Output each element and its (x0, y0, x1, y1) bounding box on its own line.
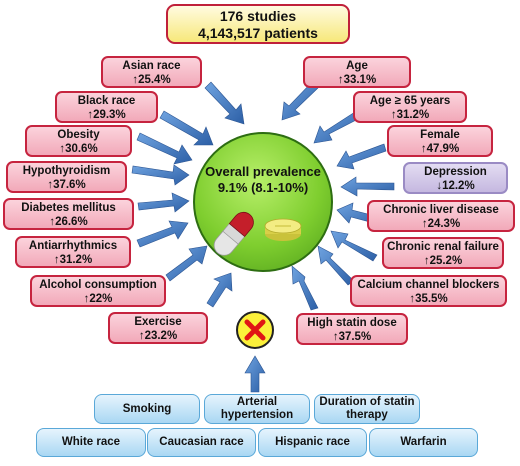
factor-value: ↓12.2% (436, 180, 475, 192)
no-effect-duration-statin-therapy: Duration of statin therapy (314, 394, 420, 424)
no-effect-label: Duration of statin therapy (319, 396, 415, 421)
factor-exercise: Exercise ↑23.2% (108, 312, 208, 344)
prevalence-value: 9.1% (8.1-10%) (217, 180, 309, 195)
no-effect-label: Caucasian race (159, 436, 244, 448)
arrow-age (281, 81, 319, 121)
no-effect-label: Arterial hypertension (220, 396, 294, 421)
factor-alcohol-consumption: Alcohol consumption ↑22% (30, 275, 166, 307)
factor-age: Age ↑33.1% (303, 56, 411, 88)
factor-name: High statin dose (307, 317, 397, 329)
arrow-obesity (136, 132, 193, 165)
factor-chronic-renal-failure: Chronic renal failure ↑25.2% (382, 237, 504, 269)
factor-name: Depression (424, 166, 487, 178)
factor-value: ↑31.2% (53, 254, 93, 266)
factor-value: ↑26.6% (49, 216, 88, 228)
no-effect-label: Warfarin (400, 436, 447, 448)
factor-antiarrhythmics: Antiarrhythmics ↑31.2% (15, 236, 131, 268)
no-effect-warfarin: Warfarin (369, 428, 478, 457)
factor-name: Female (420, 129, 460, 141)
factor-high-statin-dose: High statin dose ↑37.5% (296, 313, 408, 345)
factor-value: ↑37.6% (47, 179, 86, 191)
factor-value: ↑37.5% (332, 331, 372, 343)
no-effect-hispanic-race: Hispanic race (258, 428, 367, 457)
no-effect-arterial-hypertension: Arterial hypertension (204, 394, 310, 424)
arrow-depression (340, 176, 395, 197)
factor-value: ↑47.9% (420, 143, 460, 155)
factor-value: ↑31.2% (390, 109, 430, 121)
factor-name: Exercise (134, 316, 182, 328)
arrow-asian (204, 81, 245, 125)
capsule-and-tablet-icon (213, 211, 302, 256)
factor-value: ↑25.4% (132, 74, 171, 86)
overall-prevalence-circle: Overall prevalence 9.1% (8.1-10%) (193, 132, 333, 272)
factor-value: ↑23.2% (138, 330, 178, 342)
factor-black-race: Black race ↑29.3% (55, 91, 158, 123)
prevalence-title: Overall prevalence (205, 164, 321, 179)
study-summary-box: 176 studies 4,143,517 patients (166, 4, 350, 44)
factor-asian-race: Asian race ↑25.4% (101, 56, 202, 88)
factor-name: Hypothyroidism (22, 165, 111, 177)
factor-name: Calcium channel blockers (357, 279, 500, 291)
factor-value: ↑22% (83, 293, 113, 305)
arrow-diabetes (137, 192, 190, 213)
factor-value: ↑25.2% (423, 255, 463, 267)
factor-name: Alcohol consumption (39, 279, 157, 291)
factor-value: ↑24.3% (421, 218, 461, 230)
factor-name: Asian race (122, 60, 181, 72)
no-effect-label: Hispanic race (275, 436, 350, 448)
factor-name: Diabetes mellitus (21, 202, 116, 214)
factor-diabetes-mellitus: Diabetes mellitus ↑26.6% (3, 198, 134, 230)
factor-value: ↑33.1% (337, 74, 377, 86)
factor-hypothyroidism: Hypothyroidism ↑37.6% (6, 161, 127, 193)
studies-count: 176 studies (219, 8, 297, 24)
factor-value: ↑30.6% (59, 143, 98, 155)
factor-name: Black race (77, 95, 136, 107)
no-effect-caucasian-race: Caucasian race (147, 428, 256, 457)
patients-count: 4,143,517 patients (198, 25, 318, 41)
factor-name: Age (346, 60, 368, 72)
factor-female: Female ↑47.9% (387, 125, 493, 157)
arrow-black (159, 110, 214, 146)
factor-obesity: Obesity ↑30.6% (25, 125, 132, 157)
factor-name: Age ≥ 65 years (369, 95, 451, 107)
arrow-ccb (317, 245, 355, 286)
factor-calcium-channel-blockers: Calcium channel blockers ↑35.5% (350, 275, 507, 307)
factor-depression: Depression ↓12.2% (403, 162, 508, 194)
factor-chronic-liver-disease: Chronic liver disease ↑24.3% (367, 200, 515, 232)
factor-name: Chronic renal failure (387, 241, 499, 253)
factor-value: ↑29.3% (87, 109, 126, 121)
factor-name: Antiarrhythmics (28, 240, 118, 252)
arrow-exercise (206, 272, 233, 308)
factor-value: ↑35.5% (409, 293, 448, 305)
arrow-renal (330, 230, 378, 262)
arrow-alcohol (165, 245, 208, 282)
no-effect-smoking: Smoking (94, 394, 200, 424)
red-x-icon (236, 311, 274, 349)
arrow-female (336, 143, 387, 170)
arrow-statin (291, 265, 319, 311)
no-effect-white-race: White race (36, 428, 146, 457)
no-effect-label: Smoking (122, 402, 172, 415)
factor-name: Chronic liver disease (383, 204, 499, 216)
factor-name: Obesity (57, 129, 100, 141)
arrow-hypothyroidism (131, 164, 190, 186)
arrow-no-effect (244, 355, 266, 393)
arrow-antiarrhythmics (136, 220, 189, 248)
no-effect-label: White race (61, 436, 121, 448)
factor-age-65: Age ≥ 65 years ↑31.2% (353, 91, 467, 123)
